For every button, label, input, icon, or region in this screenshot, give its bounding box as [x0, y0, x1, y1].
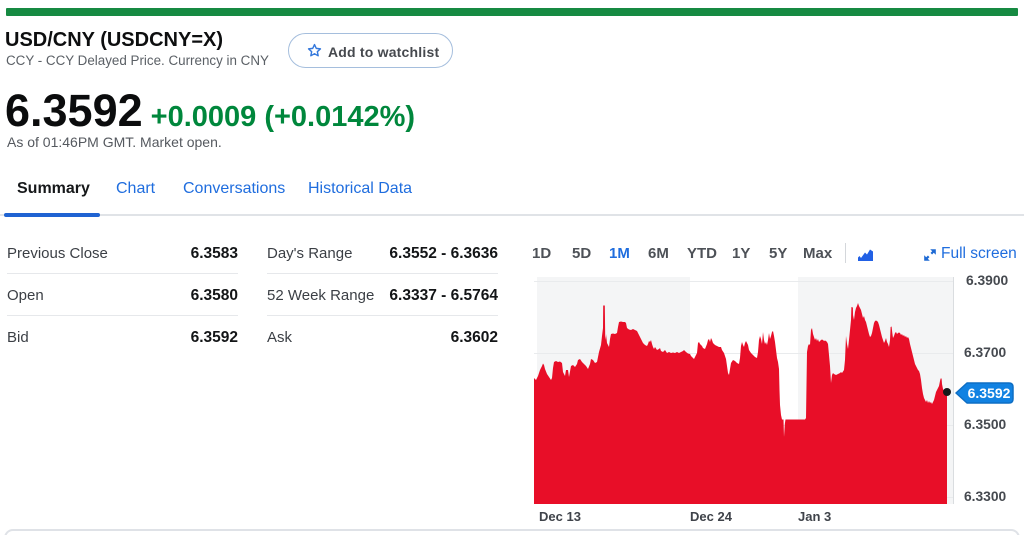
svg-text:6.3592: 6.3592 — [968, 385, 1011, 401]
